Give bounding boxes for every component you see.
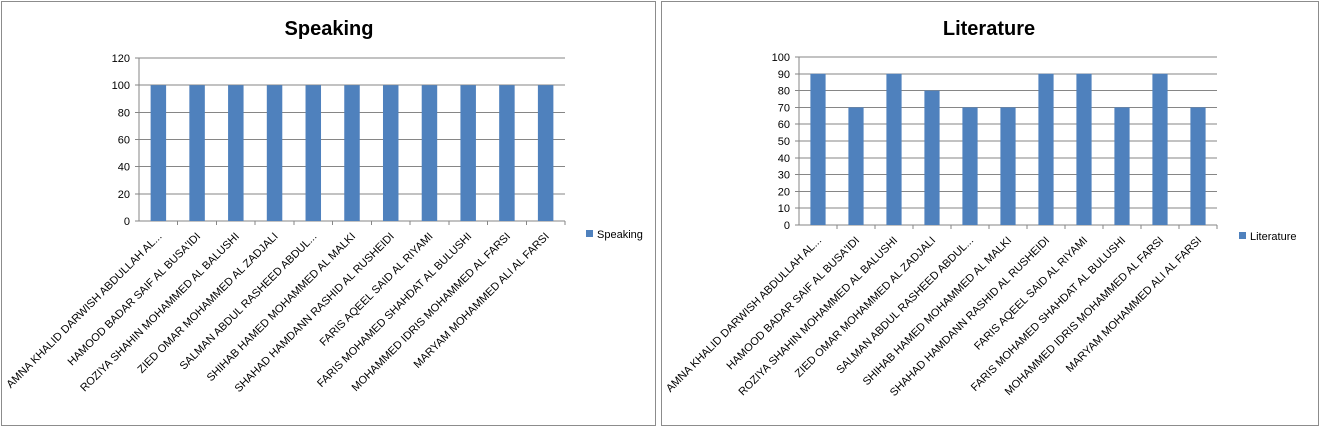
x-tick-label: HAMOOD BADAR SAIF AL BUSA'IDI <box>725 235 863 373</box>
bar <box>150 85 167 222</box>
bar <box>962 107 978 225</box>
y-tick-label: 100 <box>112 80 130 92</box>
y-tick-label: 70 <box>778 102 790 114</box>
legend-swatch <box>1239 232 1246 239</box>
bar <box>228 85 244 222</box>
y-tick-label: 90 <box>778 69 790 81</box>
bar <box>810 73 826 225</box>
y-tick-label: 80 <box>118 107 130 119</box>
bar <box>189 85 205 222</box>
x-tick-label: SALMAN ABDUL RASHEED ABDUL... <box>834 235 976 377</box>
literature-chart-panel: Literature 0 10 20 30 40 50 60 70 80 90 100 AMNA KHA… <box>661 1 1319 426</box>
y-tick-label: 40 <box>118 162 130 174</box>
y-tick-label: 120 <box>112 53 130 65</box>
bar <box>1190 107 1206 225</box>
x-tick-label: MARYAM MOHAMMED ALI AL FARSI <box>1064 235 1204 375</box>
bar <box>924 90 940 225</box>
bar <box>1038 73 1054 225</box>
y-tick-label: 10 <box>778 203 790 215</box>
y-tick-label: 20 <box>778 186 790 198</box>
bar <box>382 85 399 222</box>
bar <box>1000 107 1016 225</box>
legend-label: Speaking <box>597 229 643 241</box>
bar <box>499 85 515 222</box>
bar <box>305 85 322 222</box>
x-tick-label: MARYAM MOHAMMED ALI AL FARSI <box>412 231 552 371</box>
bar <box>266 85 283 222</box>
bar <box>848 107 864 225</box>
bar <box>886 73 902 225</box>
bar <box>1114 107 1130 225</box>
bar <box>344 85 360 222</box>
bar <box>421 85 438 222</box>
y-tick-label: 40 <box>778 153 790 165</box>
y-tick-label: 20 <box>118 189 130 201</box>
y-tick-label: 100 <box>772 52 790 64</box>
y-tick-label: 0 <box>784 220 790 232</box>
bar <box>1152 73 1168 225</box>
y-tick-label: 60 <box>778 119 790 131</box>
y-tick-label: 30 <box>778 170 790 182</box>
legend-swatch <box>586 230 593 237</box>
x-tick-label: SALMAN ABDUL RASHEED ABDUL... <box>178 231 320 373</box>
y-tick-label: 50 <box>778 136 790 148</box>
bar <box>460 85 476 222</box>
bar <box>537 85 554 222</box>
y-tick-label: 0 <box>124 216 130 228</box>
speaking-chart-panel: Speaking 0 20 40 60 80 100 120 AMNA KHALID DARWI… <box>1 1 656 426</box>
chart-title: Speaking <box>285 18 374 40</box>
legend-label: Literature <box>1250 231 1296 243</box>
x-tick-label: ZIED OMAR MOHAMMED AL ZADJALI <box>793 235 938 380</box>
x-tick-label: ZIED OMAR MOHAMMED AL ZADJALI <box>135 231 280 376</box>
bar <box>1076 73 1092 225</box>
chart-title: Literature <box>943 18 1035 40</box>
y-tick-label: 80 <box>778 86 790 98</box>
y-tick-label: 60 <box>118 135 130 147</box>
